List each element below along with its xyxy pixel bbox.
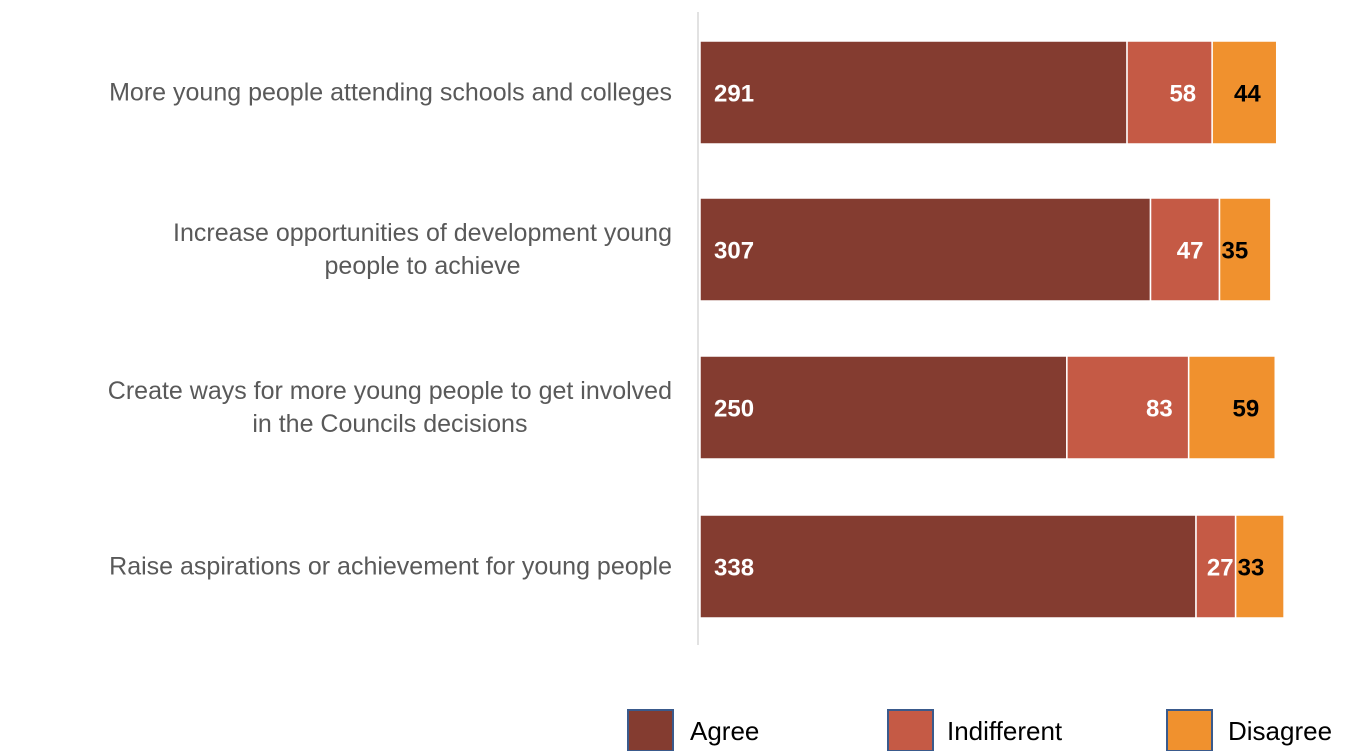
value-label: 83 bbox=[1146, 396, 1173, 423]
legend: Agree Indifferent Disagree bbox=[627, 709, 1332, 751]
value-label: 59 bbox=[1233, 396, 1260, 423]
legend-label-agree: Agree bbox=[690, 716, 759, 746]
category-label-line: Increase opportunities of development yo… bbox=[173, 219, 672, 247]
value-label: 250 bbox=[714, 396, 754, 423]
legend-label-indifferent: Indifferent bbox=[947, 716, 1063, 746]
category-label: Create ways for more young people to get… bbox=[108, 377, 672, 438]
bar-disagree-4 bbox=[1234, 514, 1285, 619]
category-label: Increase opportunities of development yo… bbox=[173, 219, 672, 280]
legend-swatch-indifferent bbox=[887, 709, 934, 751]
value-label: 44 bbox=[1234, 81, 1261, 108]
bar-agree-3 bbox=[699, 355, 1068, 460]
value-label: 307 bbox=[714, 238, 754, 265]
bar-disagree-1 bbox=[1211, 40, 1278, 145]
value-label: 291 bbox=[714, 81, 754, 108]
category-label-line: Raise aspirations or achievement for you… bbox=[109, 553, 672, 581]
category-label-line: Create ways for more young people to get… bbox=[108, 377, 672, 405]
bar-disagree-2 bbox=[1218, 197, 1272, 302]
value-label: 35 bbox=[1221, 238, 1248, 265]
legend-swatch-disagree bbox=[1166, 709, 1213, 751]
bar-agree-4 bbox=[699, 514, 1197, 619]
bar-disagree-3 bbox=[1187, 355, 1277, 460]
value-label: 27 bbox=[1207, 555, 1234, 582]
category-label-line: in the Councils decisions bbox=[252, 410, 527, 438]
category-labels: More young people attending schools and … bbox=[108, 79, 672, 581]
bars-group bbox=[699, 40, 1285, 619]
bar-indifferent-2 bbox=[1149, 197, 1221, 302]
value-labels: 291 58 44 307 47 35 250 83 59 338 27 33 bbox=[714, 81, 1264, 582]
value-label: 33 bbox=[1238, 555, 1265, 582]
value-label: 338 bbox=[714, 555, 754, 582]
category-label: More young people attending schools and … bbox=[109, 79, 672, 107]
bar-agree-2 bbox=[699, 197, 1152, 302]
category-label-line: people to achieve bbox=[325, 252, 521, 280]
value-label: 47 bbox=[1177, 238, 1204, 265]
legend-swatch-agree bbox=[627, 709, 674, 751]
legend-label-disagree: Disagree bbox=[1228, 716, 1332, 746]
bar-agree-1 bbox=[699, 40, 1128, 145]
value-label: 58 bbox=[1169, 81, 1196, 108]
category-label: Raise aspirations or achievement for you… bbox=[109, 553, 672, 581]
category-label-line: More young people attending schools and … bbox=[109, 79, 672, 107]
